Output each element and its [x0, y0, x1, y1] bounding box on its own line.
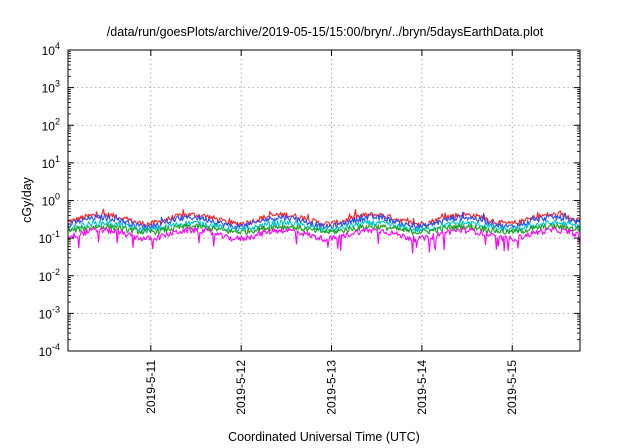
- y-tick-label: 100: [42, 192, 60, 209]
- y-tick-exponent: 3: [55, 79, 60, 89]
- chart-title: /data/run/goesPlots/archive/2019-05-15/1…: [107, 25, 544, 39]
- y-tick-label: 104: [42, 41, 60, 58]
- y-tick-base: 10: [39, 270, 53, 284]
- y-tick-exponent: 0: [55, 192, 60, 202]
- y-tick-exponent: 4: [55, 41, 60, 51]
- y-tick-label: 102: [42, 116, 60, 133]
- x-tick-label: 2019-5-15: [505, 360, 519, 415]
- y-tick-base: 10: [39, 307, 53, 321]
- y-tick-exponent: -1: [52, 229, 60, 239]
- y-tick-label: 10-4: [39, 342, 60, 359]
- y-tick-exponent: -4: [52, 342, 60, 352]
- y-tick-label: 10-1: [39, 229, 60, 246]
- y-tick-base: 10: [42, 119, 56, 133]
- x-tick-label: 2019-5-12: [234, 360, 248, 415]
- y-tick-exponent: 1: [55, 154, 60, 164]
- y-tick-label: 103: [42, 79, 60, 96]
- y-tick-exponent: 2: [55, 116, 60, 126]
- series-line-3: [67, 223, 581, 236]
- x-tick-label: 2019-5-14: [415, 360, 429, 415]
- series-line-1: [67, 211, 580, 231]
- x-axis-label: Coordinated Universal Time (UTC): [228, 430, 420, 444]
- y-tick-base: 10: [42, 44, 56, 58]
- y-axis-label: cGy/day: [20, 176, 34, 223]
- x-axis: 2019-5-11 2019-5-12 2019-5-13 2019-5-14 2019…: [144, 50, 519, 415]
- y-tick-label: 101: [42, 154, 60, 171]
- y-tick-base: 10: [42, 157, 56, 171]
- series-line-2: [67, 219, 581, 234]
- series-line-0: [67, 208, 581, 228]
- x-tick-label: 2019-5-13: [325, 360, 339, 415]
- series-group: [67, 208, 581, 254]
- y-tick-label: 10-3: [39, 304, 60, 321]
- y-tick-exponent: -2: [52, 267, 60, 277]
- series-line-4: [67, 226, 581, 254]
- y-tick-label: 10-2: [39, 267, 60, 284]
- grid: [68, 50, 580, 351]
- y-tick-base: 10: [39, 345, 53, 359]
- y-tick-base: 10: [42, 195, 56, 209]
- y-tick-exponent: -3: [52, 304, 60, 314]
- y-tick-base: 10: [42, 82, 56, 96]
- x-tick-label: 2019-5-11: [144, 360, 158, 414]
- y-tick-base: 10: [39, 232, 53, 246]
